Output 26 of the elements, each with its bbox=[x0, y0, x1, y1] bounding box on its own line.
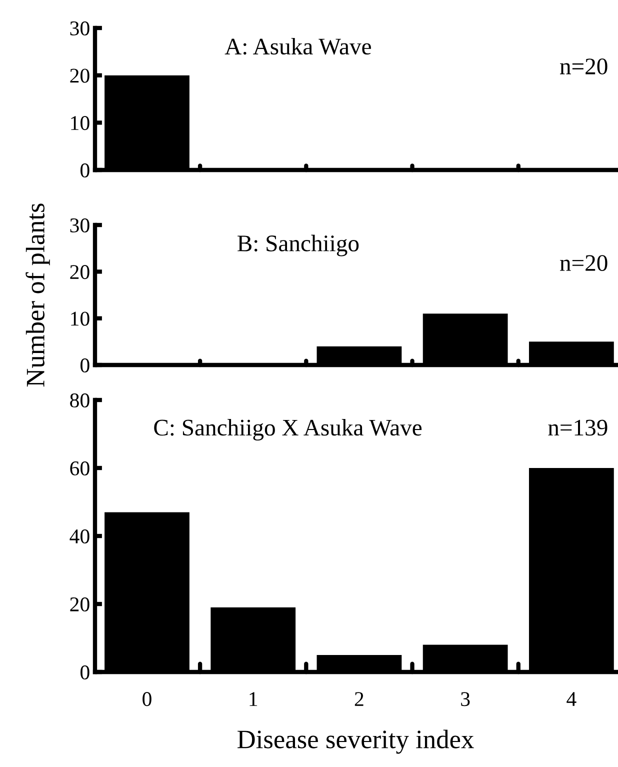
y-tick-label: 0 bbox=[80, 163, 90, 178]
x-tick-label: 3 bbox=[461, 692, 470, 706]
x-tick-label: 0 bbox=[142, 692, 152, 706]
chart-title: A: Asuka Wave bbox=[224, 38, 371, 55]
chart-title: B: Sanchiigo bbox=[238, 234, 359, 256]
y-tick-label: 20 bbox=[70, 597, 90, 612]
y-tick-label: 10 bbox=[71, 116, 90, 130]
y-tick-label: 10 bbox=[71, 312, 90, 326]
y-tick-label: 80 bbox=[70, 393, 90, 408]
x-tick-label: 1 bbox=[250, 692, 258, 706]
y-axis-title: Number of plants bbox=[26, 204, 50, 387]
x-tick-label: 4 bbox=[566, 692, 576, 706]
text: C: Sanchiigo X Asuka Wave bbox=[154, 419, 422, 441]
x-tick-label: 2 bbox=[354, 692, 364, 706]
annotation: n=20 bbox=[560, 58, 608, 74]
y-tick-label: 20 bbox=[70, 68, 90, 83]
y-tick-label: 60 bbox=[70, 461, 90, 476]
y-tick-label: 20 bbox=[70, 265, 90, 280]
y-tick-label: 30 bbox=[70, 218, 90, 232]
y-tick-label: 40 bbox=[70, 529, 90, 544]
y-tick-label: 30 bbox=[70, 21, 90, 36]
x-axis-title: Disease severity index bbox=[238, 730, 474, 754]
y-tick-label: 0 bbox=[80, 665, 90, 680]
annotation: n=20 bbox=[560, 255, 608, 272]
y-tick-label: 0 bbox=[80, 358, 90, 372]
annotation: n=139 bbox=[548, 420, 608, 436]
